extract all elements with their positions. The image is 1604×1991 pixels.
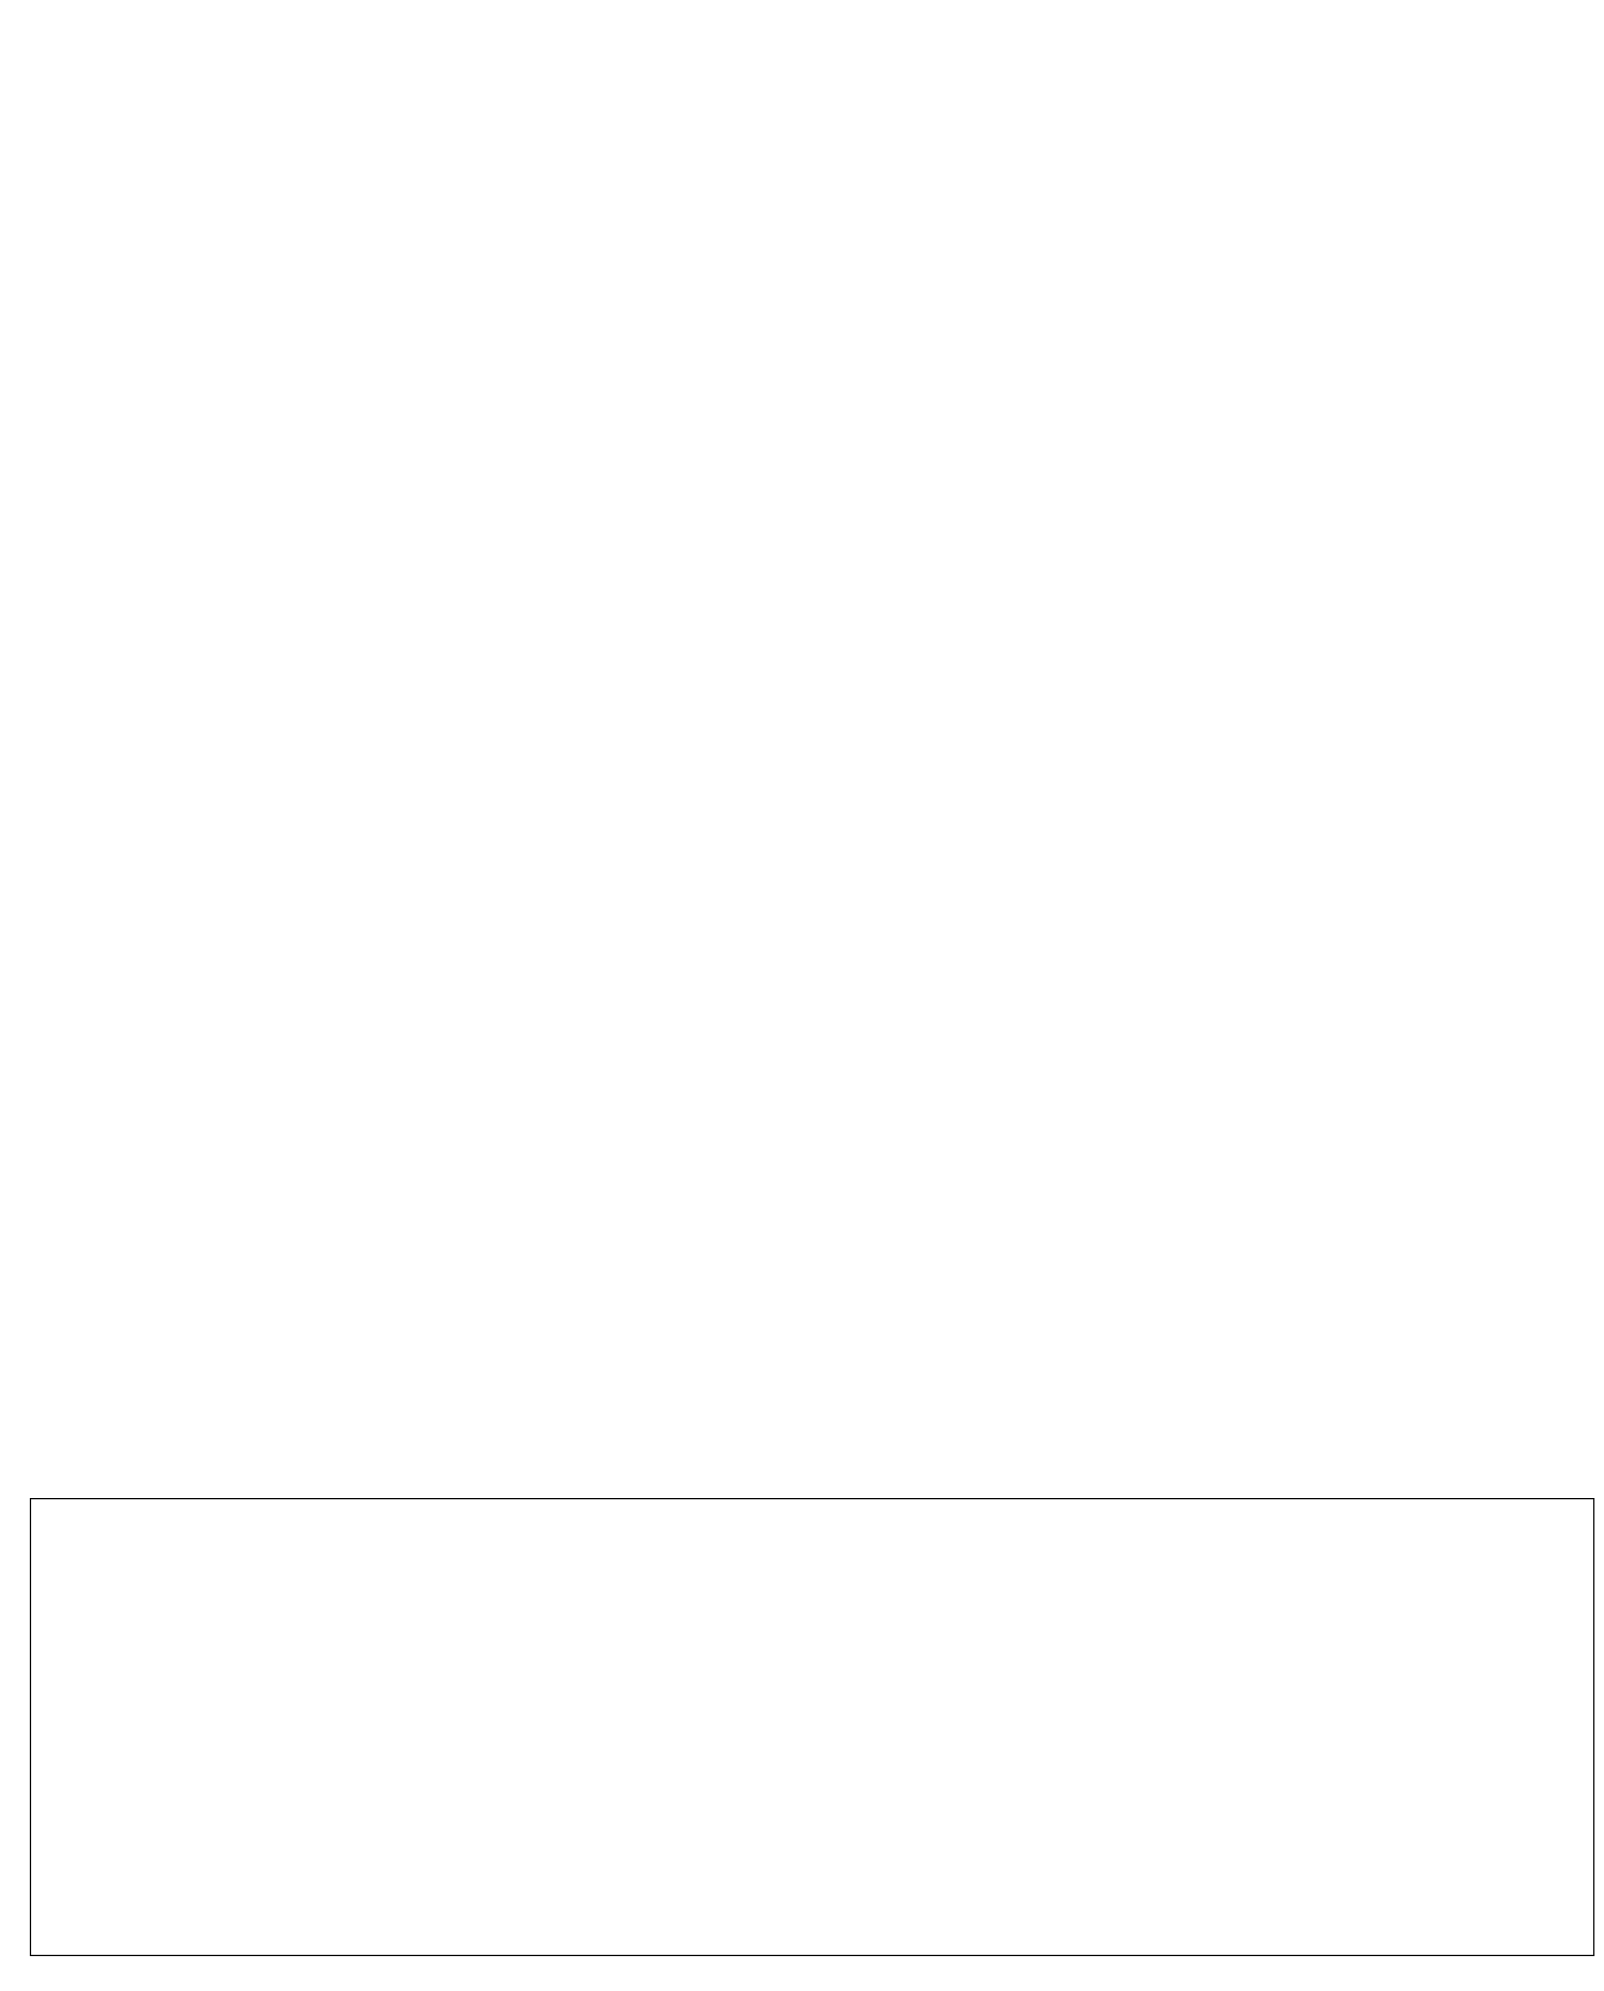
line-chart xyxy=(29,1498,1595,1957)
plot-frame xyxy=(29,1498,1595,1957)
